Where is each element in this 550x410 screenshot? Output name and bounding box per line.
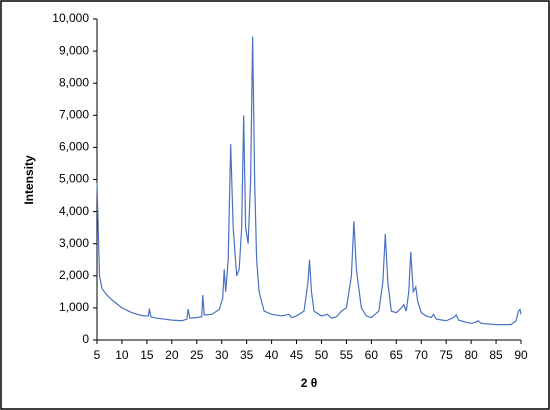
x-tick-label: 40 (265, 348, 279, 362)
x-tick-label: 65 (390, 348, 404, 362)
y-tick-label: 9,000 (59, 43, 89, 57)
y-tick-label: 1,000 (59, 300, 89, 314)
y-tick-label: 8,000 (59, 75, 89, 89)
y-tick-label: 0 (82, 332, 89, 346)
x-tick-label: 20 (165, 348, 179, 362)
x-tick-label: 35 (240, 348, 254, 362)
x-tick-label: 85 (489, 348, 503, 362)
y-tick-label: 7,000 (59, 107, 89, 121)
y-tick-label: 10,000 (52, 11, 89, 25)
y-tick-label: 5,000 (59, 172, 89, 186)
x-tick-label: 10 (115, 348, 129, 362)
x-tick-label: 80 (464, 348, 478, 362)
x-axis-label: 2 θ (301, 376, 318, 390)
x-tick-label: 55 (340, 348, 354, 362)
x-tick-label: 60 (365, 348, 379, 362)
y-tick-label: 3,000 (59, 236, 89, 250)
x-tick-label: 25 (190, 348, 204, 362)
x-tick-label: 70 (415, 348, 429, 362)
x-tick-label: 15 (140, 348, 154, 362)
x-tick-label: 90 (514, 348, 528, 362)
y-tick-label: 4,000 (59, 204, 89, 218)
x-tick-label: 75 (439, 348, 453, 362)
x-tick-label: 30 (215, 348, 229, 362)
x-tick-label: 50 (315, 348, 329, 362)
y-axis-label: Intensity (22, 155, 36, 205)
y-tick-label: 6,000 (59, 140, 89, 154)
x-tick-label: 45 (290, 348, 304, 362)
x-tick-label: 5 (94, 348, 101, 362)
data-line (96, 36, 522, 326)
y-tick-label: 2,000 (59, 268, 89, 282)
